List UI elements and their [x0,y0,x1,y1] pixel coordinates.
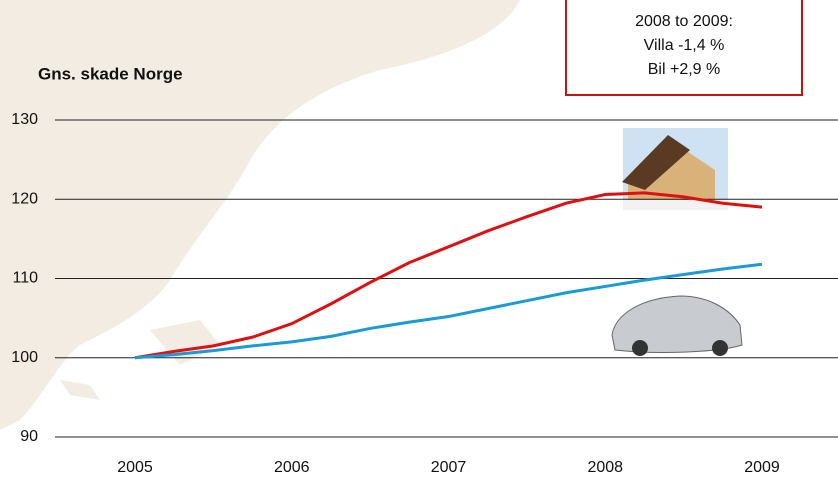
x-tick-label: 2006 [274,459,310,476]
y-tick-label: 130 [11,111,38,128]
y-tick-label: 100 [11,349,38,366]
series-line [134,191,763,360]
series-line [134,262,763,360]
annotation: 2008 to 2009: [635,13,733,30]
chart-title: Gns. skade Norge [38,64,183,83]
x-tick-label: 2007 [431,459,467,476]
x-tick-label: 2009 [744,459,780,476]
x-tick-label: 2005 [117,459,153,476]
house-image [622,128,728,210]
car-image [611,295,743,356]
annotation-box [565,0,803,96]
y-tick-label: 110 [12,270,38,287]
y-tick-label: 120 [11,190,38,207]
annotation: Villa -1,4 % [644,37,725,54]
annotation: Bil +2,9 % [648,61,720,78]
y-tick-label: 90 [20,428,38,445]
x-tick-label: 2008 [587,459,623,476]
